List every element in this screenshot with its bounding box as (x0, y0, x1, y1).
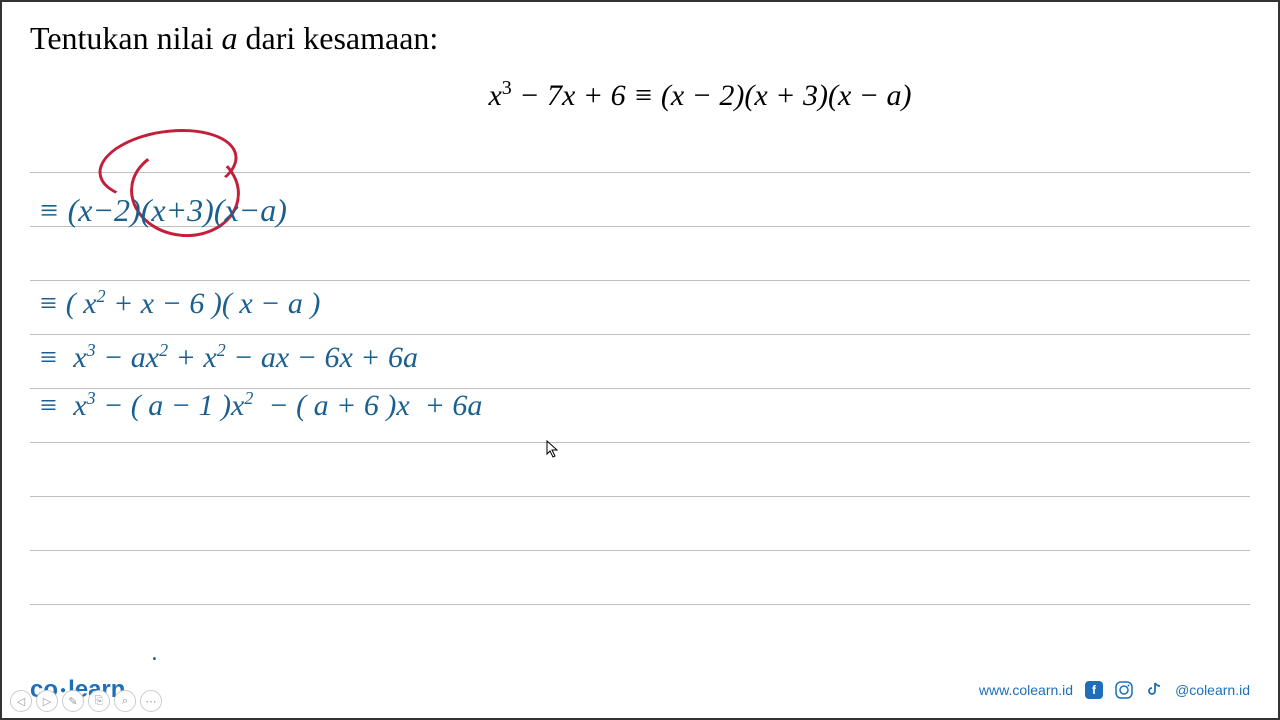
player-toolbar: ◁ ▷ ✎ ⎘ ⌕ ⋯ (10, 690, 162, 712)
identity-symbol: ≡ (633, 79, 653, 112)
next-button[interactable]: ▷ (36, 690, 58, 712)
copy-button[interactable]: ⎘ (88, 690, 110, 712)
ruled-line (30, 496, 1250, 550)
social-handle: @colearn.id (1175, 682, 1250, 698)
ruled-line (30, 550, 1250, 604)
pen-button[interactable]: ✎ (62, 690, 84, 712)
page-container: Tentukan nilai a dari kesamaan: x3 − 7x … (0, 0, 1280, 720)
prev-button[interactable]: ◁ (10, 690, 32, 712)
equation-lhs: x3 − 7x + 6 (488, 79, 625, 112)
title-suffix: dari kesamaan: (237, 20, 438, 56)
zoom-button[interactable]: ⌕ (114, 690, 136, 712)
ruled-line (30, 604, 1250, 658)
handwritten-step-4: ≡ x3 − ( a − 1 )x2 − ( a + 6 )x + 6a (38, 388, 482, 423)
title-variable: a (221, 20, 237, 56)
handwritten-step-2: ≡ ( x2 + x − 6 )( x − a ) (38, 286, 320, 321)
equation-rhs: (x − 2)(x + 3)(x − a) (661, 79, 912, 112)
printed-equation: x3 − 7x + 6 ≡ (x − 2)(x + 3)(x − a) (30, 77, 1250, 113)
cursor-icon (546, 440, 560, 463)
question-title: Tentukan nilai a dari kesamaan: (30, 20, 1250, 57)
website-url: www.colearn.id (979, 682, 1073, 698)
handwritten-step-3: ≡ x3 − ax2 + x2 − ax − 6x + 6a (38, 340, 418, 375)
handwriting-dot: . (152, 640, 158, 667)
title-prefix: Tentukan nilai (30, 20, 221, 56)
tiktok-icon (1145, 681, 1163, 699)
handwritten-step-1: ≡ (x−2)(x+3)(x−a) (38, 192, 287, 229)
instagram-icon (1115, 681, 1133, 699)
ruled-line (30, 226, 1250, 280)
more-button[interactable]: ⋯ (140, 690, 162, 712)
footer-right: www.colearn.id f @colearn.id (979, 681, 1250, 699)
ruled-line (30, 442, 1250, 496)
footer: co●learn www.colearn.id f @colearn.id (30, 676, 1250, 704)
facebook-icon: f (1085, 681, 1103, 699)
